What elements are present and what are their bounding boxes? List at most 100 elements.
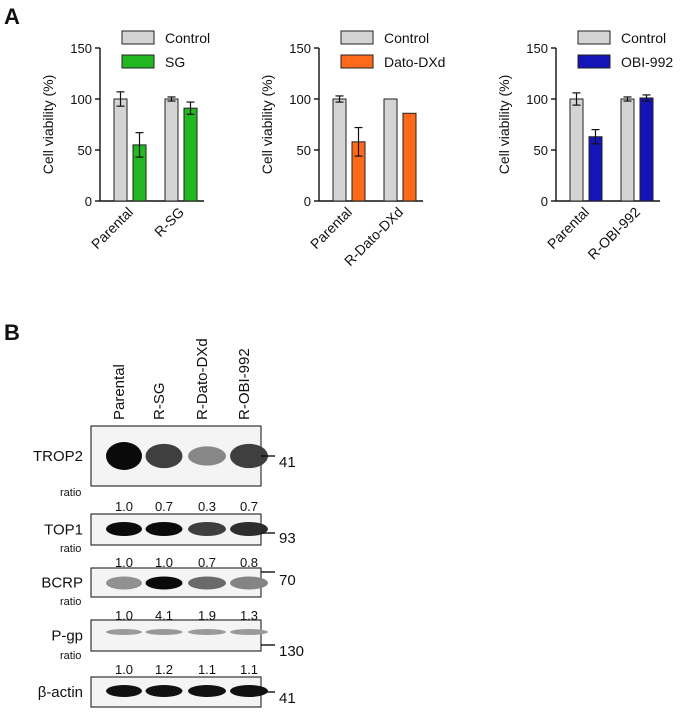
y-tick-label: 150 [289,41,311,56]
ratio-value: 0.7 [198,555,216,570]
ratio-value: 0.3 [198,499,216,514]
lane-label: R-OBI-992 [236,348,253,420]
legend-swatch [121,54,155,69]
y-tick-label: 50 [534,143,548,158]
bar [639,97,654,202]
legend-swatch [340,54,374,69]
y-tick-label: 50 [297,143,311,158]
ratio-value: 1.0 [115,555,133,570]
y-axis-label: Cell viability (%) [259,75,275,175]
blot-band [106,522,142,536]
legend-swatch [577,30,611,45]
legend-label: Control [165,30,210,46]
mw-label: 130 [279,643,304,660]
blot-1: TOP1 93 ratio 1.0 1.0 0.7 0.8 [44,513,296,570]
protein-label: TROP2 [33,448,83,465]
ratio-value: 0.7 [240,499,258,514]
legend-swatch [121,30,155,45]
blot-band [145,685,183,697]
legend-label: Dato-DXd [384,54,445,70]
bar-charts-panel-a: 0 50 100 150 Cell viability (%) Parental R-SG C… [40,30,673,269]
ratio-value: 1.2 [155,662,173,677]
y-tick-label: 0 [541,194,548,209]
bar [332,98,347,202]
legend-label: SG [165,54,185,70]
y-tick-label: 100 [289,92,311,107]
y-tick-label: 150 [526,41,548,56]
ratio-value: 1.1 [240,662,258,677]
blot-band [230,443,268,469]
mw-label: 41 [279,454,296,471]
x-category-label: R-SG [151,204,187,240]
blot-band [188,522,226,536]
mw-label: 70 [279,572,296,589]
legend-label: Control [384,30,429,46]
panel-a-label: A [4,4,20,29]
ratio-value: 1.0 [115,499,133,514]
blot-band [230,576,268,590]
blot-band [230,685,268,697]
blot-band [106,442,142,470]
y-tick-label: 150 [70,41,92,56]
ratio-label: ratio [60,487,81,499]
y-axis-label: Cell viability (%) [496,75,512,175]
ratio-label: ratio [60,596,81,608]
ratio-label: ratio [60,543,81,555]
y-tick-label: 50 [78,143,92,158]
bar [383,98,398,202]
mw-label: 93 [279,530,296,547]
lane-label: Parental [111,364,128,420]
ratio-label: ratio [60,650,81,662]
blot-0: TROP2 41 ratio 1.0 0.7 0.3 0.7 [33,425,296,514]
y-tick-label: 0 [85,194,92,209]
ratio-value: 1.0 [115,608,133,623]
protein-label: BCRP [41,575,83,592]
bar [620,98,635,202]
ratio-value: 1.9 [198,608,216,623]
legend-label: Control [621,30,666,46]
blot-band [106,629,142,635]
bar [164,98,179,202]
ratio-value: 1.0 [155,555,173,570]
bar [183,107,198,202]
blot-band [145,576,183,590]
legend-swatch [340,30,374,45]
legend-label: OBI-992 [621,54,673,70]
blot-band [188,685,226,697]
blot-band [106,576,142,590]
bar [402,112,417,202]
bar-chart-1: 0 50 100 150 Cell viability (%) Parental R-SG C… [40,30,210,252]
western-blot-panel-b: Parental R-SG R-Dato-DXd R-OBI-992 TROP2 41 ra… [33,338,304,708]
protein-label: P-gp [51,628,83,645]
blot-4: β-actin 41 [38,676,296,708]
blot-band [188,576,226,590]
y-tick-label: 100 [70,92,92,107]
ratio-value: 4.1 [155,608,173,623]
blot-band [145,522,183,536]
ratio-value: 1.1 [198,662,216,677]
ratio-value: 0.7 [155,499,173,514]
x-category-label: R-OBI-992 [584,204,643,263]
blot-frame [90,619,262,652]
y-axis-label: Cell viability (%) [40,75,56,175]
blot-band [188,446,226,466]
y-tick-label: 100 [526,92,548,107]
bar [588,136,603,202]
blot-band [230,629,268,635]
lane-label: R-Dato-DXd [194,338,211,420]
x-category-label: Parental [544,204,592,252]
blot-2: BCRP 70 ratio 1.0 4.1 1.9 1.3 [41,567,296,623]
blot-band [106,685,142,697]
bar-chart-3: 0 50 100 150 Cell viability (%) ParentalR-OBI… [496,30,673,262]
ratio-value: 0.8 [240,555,258,570]
panel-b-label: B [4,320,20,345]
bar [113,98,128,202]
x-category-label: Parental [307,204,355,252]
bar [569,98,584,202]
blot-band [188,629,226,635]
blot-band [230,522,268,536]
mw-label: 41 [279,690,296,707]
ratio-value: 1.3 [240,608,258,623]
